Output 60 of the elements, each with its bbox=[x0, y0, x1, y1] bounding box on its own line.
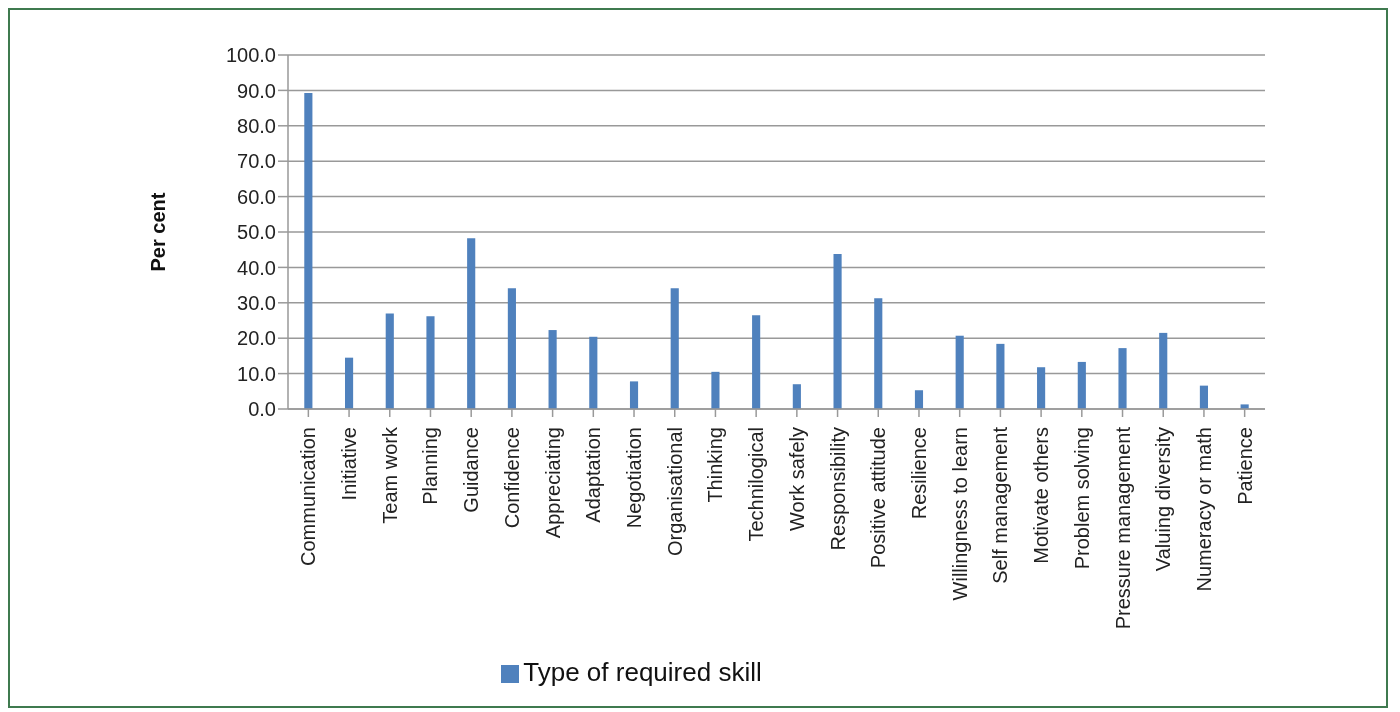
x-tick-label: Appreciating bbox=[541, 427, 564, 539]
x-tick-label: Responsibility bbox=[826, 427, 849, 551]
bar bbox=[548, 330, 557, 409]
bar bbox=[670, 288, 679, 409]
y-tick-label: 30.0 bbox=[237, 291, 276, 314]
x-tick-label: Patience bbox=[1233, 427, 1256, 505]
bar bbox=[1159, 332, 1168, 409]
x-tick-label: Resilience bbox=[907, 427, 930, 520]
y-tick-label: 20.0 bbox=[237, 327, 276, 350]
bar bbox=[467, 238, 476, 409]
bar bbox=[385, 313, 394, 409]
bar bbox=[833, 253, 842, 409]
bar bbox=[507, 288, 516, 409]
bar bbox=[589, 336, 598, 409]
y-tick-label: 40.0 bbox=[237, 256, 276, 279]
x-tick-label: Adaptation bbox=[582, 427, 605, 523]
x-tick-label: Numeracy or math bbox=[1192, 427, 1215, 592]
x-tick-label: Team work bbox=[378, 426, 401, 524]
y-tick-label: 100.0 bbox=[225, 44, 276, 67]
y-tick-label: 80.0 bbox=[237, 114, 276, 137]
bar bbox=[1199, 385, 1209, 409]
bar bbox=[752, 315, 761, 409]
bar bbox=[629, 381, 639, 409]
bar bbox=[1037, 367, 1046, 409]
x-tick-label: Technilogical bbox=[745, 427, 768, 542]
y-tick-label: 90.0 bbox=[237, 79, 276, 102]
bar bbox=[955, 335, 964, 409]
x-tick-label: Work safely bbox=[785, 427, 808, 532]
bar bbox=[1077, 361, 1086, 409]
bar bbox=[792, 384, 801, 409]
y-tick-label: 50.0 bbox=[237, 221, 276, 244]
bar bbox=[874, 298, 883, 409]
x-tick-label: Problem solving bbox=[1070, 427, 1093, 570]
bar bbox=[914, 390, 924, 409]
x-tick-label: Motivate others bbox=[1030, 427, 1053, 564]
bar bbox=[304, 92, 313, 409]
x-tick-label: Initiative bbox=[338, 427, 361, 501]
bar bbox=[996, 343, 1005, 409]
bar bbox=[1118, 348, 1127, 409]
y-axis-title: Per cent bbox=[147, 192, 170, 272]
x-tick-label: Guidance bbox=[460, 427, 483, 513]
bar bbox=[344, 357, 354, 409]
bar bbox=[711, 371, 720, 409]
x-tick-label: Willingness to learn bbox=[948, 427, 971, 601]
x-tick-label: Thinking bbox=[704, 427, 727, 503]
x-tick-label: Communication bbox=[297, 427, 320, 566]
x-tick-label: Pressure management bbox=[1111, 426, 1134, 630]
x-tick-label: Organisational bbox=[663, 427, 686, 556]
x-tick-label: Positive attitude bbox=[867, 427, 890, 569]
x-tick-label: Planning bbox=[419, 427, 442, 505]
y-tick-label: 0.0 bbox=[248, 398, 276, 421]
legend-label: Type of required skill bbox=[523, 657, 762, 687]
bar bbox=[426, 316, 435, 409]
x-tick-label: Valuing diversity bbox=[1152, 427, 1175, 572]
y-tick-label: 10.0 bbox=[237, 362, 276, 385]
y-tick-label: 70.0 bbox=[237, 150, 276, 173]
x-tick-label: Confidence bbox=[500, 427, 523, 529]
y-tick-label: 60.0 bbox=[237, 185, 276, 208]
x-tick-label: Self management bbox=[989, 426, 1012, 584]
x-tick-label: Negotiation bbox=[623, 427, 646, 529]
